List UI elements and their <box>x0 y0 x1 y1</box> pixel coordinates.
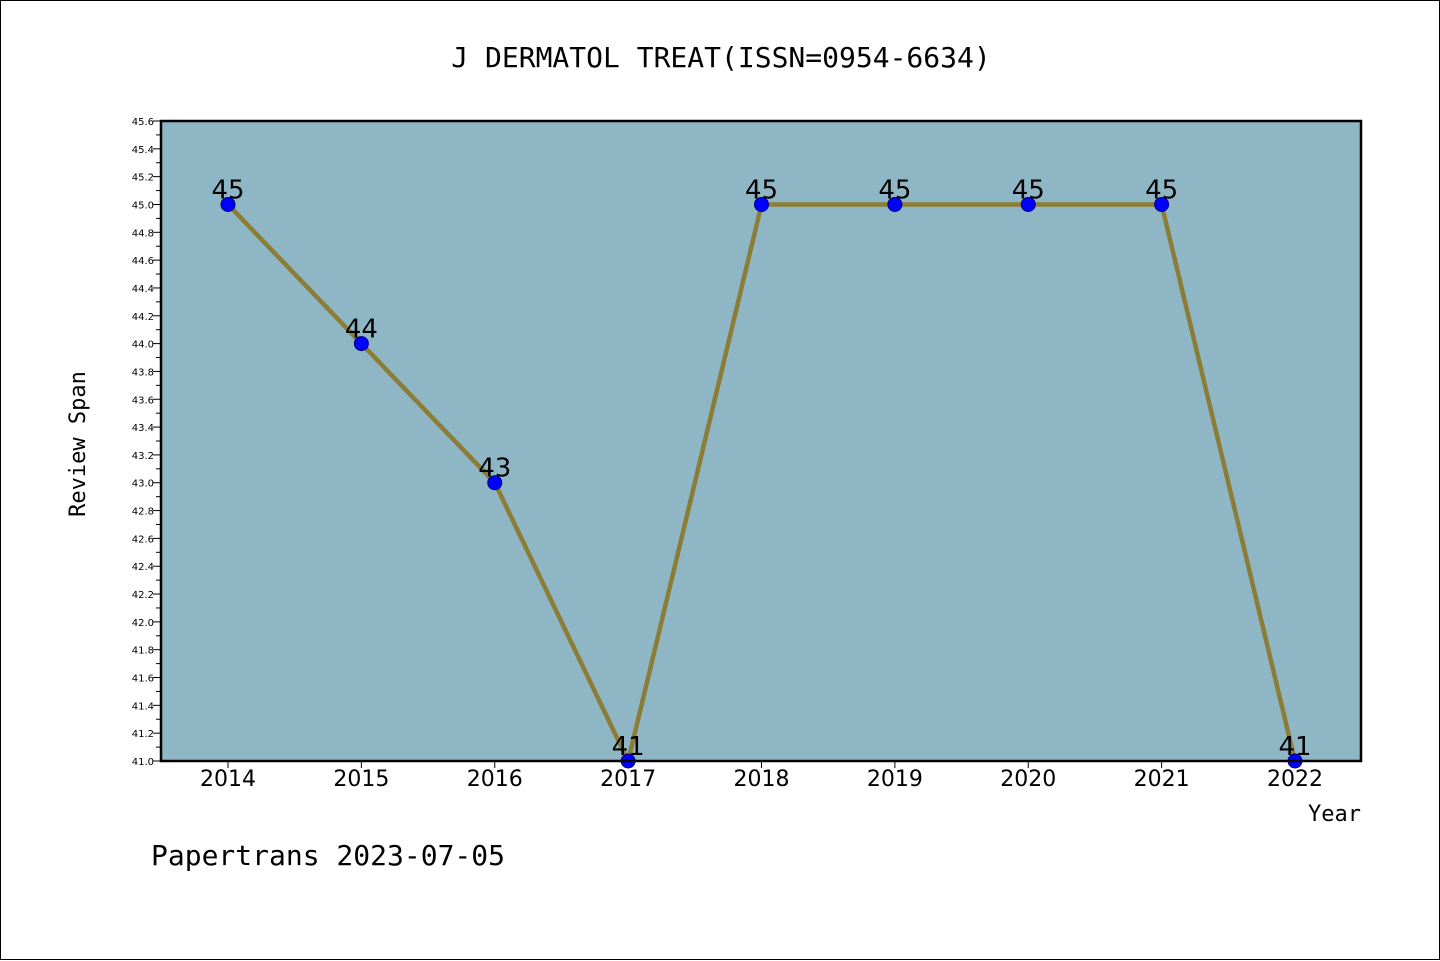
y-tick-label: 44.6 <box>132 256 154 267</box>
y-tick-label: 44.2 <box>132 312 154 323</box>
data-label: 45 <box>211 175 244 205</box>
y-tick-label: 45.4 <box>132 145 154 156</box>
data-point <box>1020 196 1036 212</box>
chart-title: J DERMATOL TREAT(ISSN=0954-6634) <box>451 41 990 74</box>
y-tick-label: 41.6 <box>132 674 154 685</box>
y-tick-label: 44.0 <box>132 340 154 351</box>
x-tick-label: 2017 <box>600 767 656 792</box>
data-label: 41 <box>1278 732 1311 762</box>
footer-text: Papertrans 2023-07-05 <box>151 839 505 872</box>
data-point <box>487 475 503 491</box>
data-point <box>353 336 369 352</box>
y-axis: 41.0 41.2 41.4 41.6 41.8 42.0 42.2 42.4 42.6 42.8… <box>132 117 161 768</box>
x-tick-label: 2020 <box>1000 767 1056 792</box>
data-point <box>220 196 236 212</box>
y-tick-label: 42.8 <box>132 507 154 518</box>
series-group: 45 44 43 41 45 45 45 45 41 <box>211 175 1312 769</box>
x-tick-label: 2021 <box>1134 767 1190 792</box>
y-tick-label: 42.4 <box>132 562 154 573</box>
x-axis: 2014 2015 2016 2017 2018 2019 2020 2021 2022 <box>200 761 1323 792</box>
data-point <box>887 196 903 212</box>
y-tick-label: 41.8 <box>132 646 154 657</box>
y-tick-label: 45.6 <box>132 117 154 128</box>
data-label: 43 <box>478 454 511 484</box>
plot-area <box>161 121 1361 761</box>
y-tick-label: 44.4 <box>132 284 154 295</box>
data-label: 41 <box>612 732 645 762</box>
y-tick-label: 42.2 <box>132 590 154 601</box>
x-tick-label: 2014 <box>200 767 256 792</box>
y-tick-label: 43.6 <box>132 395 154 406</box>
y-tick-label: 42.0 <box>132 618 154 629</box>
y-tick-label: 45.2 <box>132 173 154 184</box>
y-tick-label: 44.8 <box>132 228 154 239</box>
y-tick-label: 43.8 <box>132 367 154 378</box>
x-tick-label: 2015 <box>333 767 389 792</box>
data-point <box>1154 196 1170 212</box>
x-tick-label: 2022 <box>1267 767 1323 792</box>
x-tick-label: 2016 <box>467 767 523 792</box>
x-tick-label: 2019 <box>867 767 923 792</box>
data-label: 45 <box>1145 175 1178 205</box>
y-tick-label: 43.4 <box>132 423 154 434</box>
y-tick-label: 43.2 <box>132 451 154 462</box>
data-label: 44 <box>345 315 378 345</box>
data-point <box>754 196 769 212</box>
y-tick-label: 43.0 <box>132 479 154 490</box>
x-axis-label: Year <box>1308 802 1361 827</box>
x-tick-label: 2018 <box>734 767 790 792</box>
y-tick-label: 41.4 <box>132 701 154 712</box>
data-label: 45 <box>745 175 778 205</box>
y-tick-label: 42.6 <box>132 534 154 545</box>
y-tick-label: 45.0 <box>132 200 154 211</box>
data-label: 45 <box>878 175 911 205</box>
plot-border <box>159 119 1363 763</box>
data-label: 45 <box>1012 175 1045 205</box>
y-tick-label: 41.2 <box>132 729 154 740</box>
y-axis-label: Review Span <box>66 371 91 517</box>
y-tick-label: 41.0 <box>132 757 154 768</box>
